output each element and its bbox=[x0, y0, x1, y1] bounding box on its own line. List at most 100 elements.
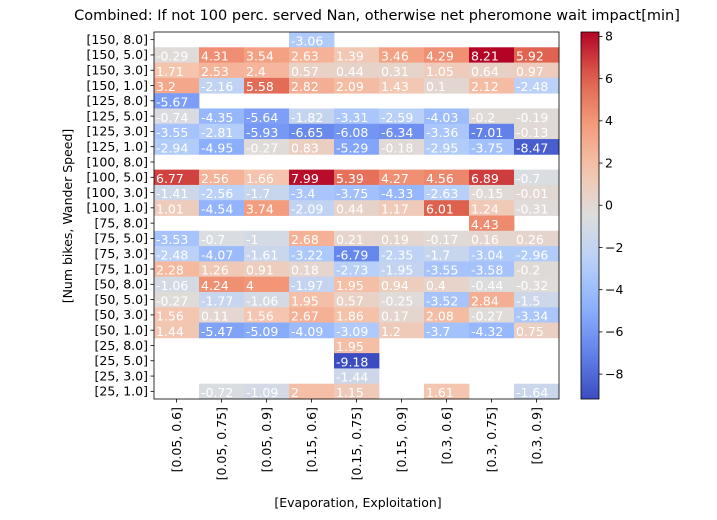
cell-label-nan: nan bbox=[471, 33, 495, 48]
x-tick-label: [0.3, 0.9] bbox=[529, 407, 544, 464]
cell-label: 2.63 bbox=[291, 49, 319, 64]
heatmap-cell bbox=[469, 123, 515, 140]
heatmap-cell bbox=[289, 184, 335, 201]
cell-label: -2.56 bbox=[201, 186, 233, 201]
heatmap-cell bbox=[424, 139, 470, 155]
cell-label: -4.07 bbox=[201, 247, 233, 262]
heatmap-cell bbox=[514, 77, 560, 94]
cell-label: 0.83 bbox=[291, 140, 319, 155]
heatmap-cell bbox=[244, 307, 290, 323]
heatmap-cell bbox=[469, 322, 515, 339]
heatmap-cell bbox=[199, 77, 245, 94]
heatmap-cell bbox=[244, 246, 290, 262]
cell-label: 0.1 bbox=[426, 79, 446, 94]
cell-label: -2.81 bbox=[201, 125, 233, 140]
heatmap-cell bbox=[154, 62, 200, 79]
heatmap-cell bbox=[244, 322, 290, 339]
heatmap-cell bbox=[334, 169, 380, 186]
cell-label: -5.64 bbox=[246, 110, 278, 125]
chart-title: Combined: If not 100 perc. served Nan, o… bbox=[74, 8, 680, 24]
cell-label: 1.05 bbox=[426, 64, 454, 79]
heatmap-cell bbox=[424, 200, 470, 216]
heatmap-cell bbox=[469, 62, 515, 79]
cell-label: 2.09 bbox=[336, 79, 364, 94]
y-tick-label: [25, 3.0] bbox=[95, 368, 149, 383]
cell-label: 1.86 bbox=[336, 309, 364, 324]
y-tick-label: [100, 8.0] bbox=[87, 154, 148, 169]
cell-label-nan: nan bbox=[381, 156, 405, 171]
cell-label-nan: nan bbox=[201, 94, 225, 109]
cell-label: 1.43 bbox=[381, 79, 409, 94]
cell-label: 0.21 bbox=[336, 232, 364, 247]
cell-label: -5.09 bbox=[246, 324, 278, 339]
cell-label-nan: nan bbox=[381, 370, 405, 385]
heatmap-cell bbox=[334, 77, 380, 94]
cell-label-nan: nan bbox=[201, 339, 225, 354]
heatmap-cell bbox=[469, 139, 515, 155]
cell-label: -0.2 bbox=[516, 263, 540, 278]
heatmap-cell bbox=[334, 383, 380, 400]
heatmap-cell bbox=[334, 261, 380, 278]
cell-label-nan: nan bbox=[471, 385, 495, 400]
cell-label-nan: nan bbox=[246, 370, 270, 385]
heatmap-cell bbox=[424, 47, 470, 63]
heatmap-cell bbox=[424, 77, 470, 94]
heatmap-cell bbox=[379, 169, 425, 186]
y-tick-label: [125, 3.0] bbox=[87, 124, 148, 139]
heatmap-cell bbox=[244, 184, 290, 201]
cell-label: 0.4 bbox=[426, 278, 446, 293]
cell-label: -4.54 bbox=[201, 202, 233, 217]
cell-label-nan: nan bbox=[201, 370, 225, 385]
cell-label: -0.7 bbox=[516, 171, 540, 186]
cell-label: 4 bbox=[246, 278, 254, 293]
cell-label: -3.36 bbox=[426, 125, 458, 140]
cell-label: -3.58 bbox=[471, 263, 503, 278]
heatmap-cell bbox=[154, 230, 200, 247]
cell-label-nan: nan bbox=[471, 354, 495, 369]
heatmap-cell bbox=[424, 184, 470, 201]
cell-label: -0.72 bbox=[201, 385, 233, 400]
cell-label: -0.17 bbox=[426, 232, 458, 247]
cell-label-nan: nan bbox=[516, 370, 540, 385]
x-axis-label: [Evaporation, Exploitation] bbox=[274, 495, 441, 510]
heatmap-cell bbox=[289, 139, 335, 155]
cell-label: -4.35 bbox=[201, 110, 233, 125]
cell-label-nan: nan bbox=[381, 33, 405, 48]
heatmap-cell bbox=[469, 200, 515, 216]
heatmap-cell bbox=[289, 291, 335, 308]
heatmap-cell bbox=[244, 62, 290, 79]
cell-label: 6.01 bbox=[426, 202, 454, 217]
heatmap-cell bbox=[289, 230, 335, 247]
heatmap-cell bbox=[289, 200, 335, 216]
cell-label: 4.56 bbox=[426, 171, 454, 186]
cell-label-nan: nan bbox=[246, 339, 270, 354]
heatmap-cell bbox=[514, 108, 560, 125]
cell-label: -1.97 bbox=[291, 278, 323, 293]
cell-label: -3.7 bbox=[426, 324, 450, 339]
cell-label-nan: nan bbox=[471, 156, 495, 171]
cell-label: -1.64 bbox=[516, 385, 548, 400]
cell-label: 1.56 bbox=[246, 309, 274, 324]
y-tick-label: [25, 5.0] bbox=[95, 353, 149, 368]
heatmap-cell bbox=[289, 261, 335, 278]
y-tick-label: [100, 5.0] bbox=[87, 170, 148, 185]
cell-label-nan: nan bbox=[381, 339, 405, 354]
cell-label: -3.4 bbox=[291, 186, 315, 201]
heatmap-cell bbox=[154, 322, 200, 339]
cell-label: 0.44 bbox=[336, 202, 364, 217]
cell-label-nan: nan bbox=[156, 156, 180, 171]
cell-label-nan: nan bbox=[156, 385, 180, 400]
cell-label-nan: nan bbox=[381, 94, 405, 109]
cell-label-nan: nan bbox=[156, 370, 180, 385]
cell-label: -1.5 bbox=[516, 293, 540, 308]
cell-label: -2.95 bbox=[426, 140, 458, 155]
cell-label: -1.82 bbox=[291, 110, 323, 125]
heatmap-cell bbox=[514, 307, 560, 323]
cell-label: 3.2 bbox=[156, 79, 176, 94]
heatmap-cell bbox=[469, 47, 515, 63]
cell-label: -3.53 bbox=[156, 232, 188, 247]
cell-label-nan: nan bbox=[516, 217, 540, 232]
heatmap-cell bbox=[154, 123, 200, 140]
x-tick-label: [0.05, 0.75] bbox=[214, 407, 229, 480]
cell-label: -4.09 bbox=[291, 324, 323, 339]
